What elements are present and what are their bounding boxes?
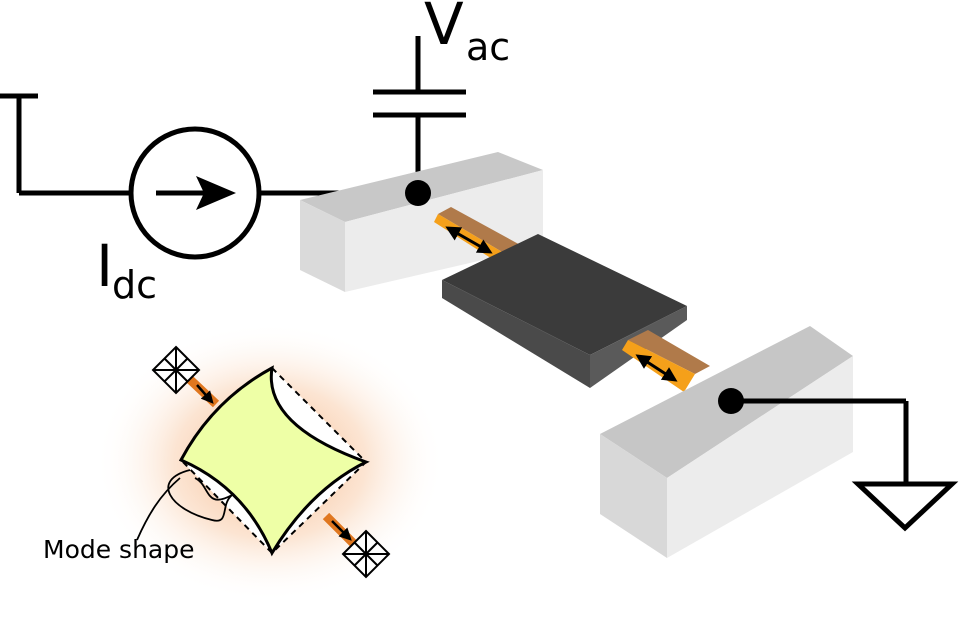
inset-anchor-top (151, 345, 201, 395)
right-support-beam (622, 330, 710, 392)
left-beam-motion-arrow (445, 226, 493, 254)
mode-shape-label: Mode shape (43, 535, 195, 564)
current-label-sub: dc (112, 263, 157, 307)
deformed-mode-shape (178, 365, 370, 557)
left-contact-node (405, 180, 431, 206)
left-support-beam (434, 207, 524, 262)
ground-symbol (851, 481, 959, 532)
current-label-main: I (96, 232, 113, 300)
mode-shape-inset (95, 322, 445, 602)
right-beam-motion-arrow (635, 354, 678, 382)
inset-anchor-bottom (341, 529, 391, 579)
voltage-label-sub: ac (466, 25, 510, 69)
current-direction-arrow (156, 176, 236, 210)
right-contact-node (718, 388, 744, 414)
mode-shape-pointer (167, 469, 233, 522)
voltage-label-main: V (424, 0, 464, 58)
ground-circuit (731, 398, 959, 532)
